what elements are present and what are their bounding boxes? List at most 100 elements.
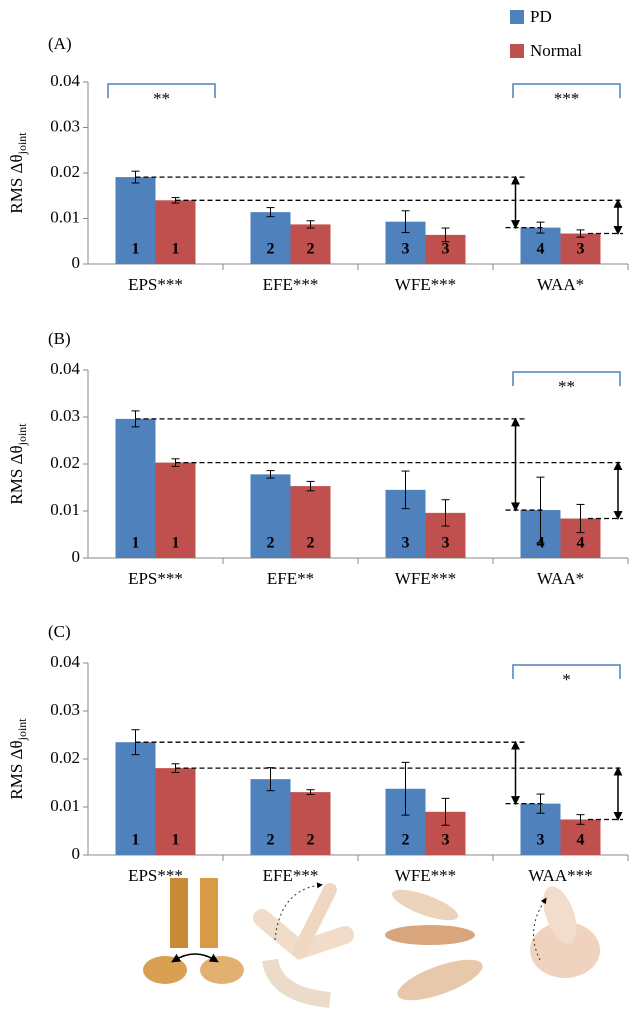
y-axis-label-sub: joint (15, 132, 29, 156)
photo-efe (253, 882, 354, 1008)
bar (290, 224, 331, 264)
rank-label: 2 (267, 832, 275, 849)
error-bar (576, 814, 585, 825)
rank-label: 3 (442, 535, 450, 552)
bar (250, 212, 291, 264)
rank-label: 2 (307, 832, 315, 849)
significance-bracket (512, 371, 621, 386)
y-tick-label: 0.02 (50, 453, 80, 472)
y-tick-label: 0.01 (50, 500, 80, 519)
rank-label: 2 (307, 241, 315, 258)
error-bar (441, 227, 450, 243)
x-tick-label: WAA* (537, 275, 584, 294)
y-axis-label-sub: joint (15, 423, 29, 447)
error-bar (401, 761, 410, 816)
rank-label: 3 (577, 241, 585, 258)
significance-bracket (107, 83, 216, 98)
y-tick-label: 0.04 (50, 359, 80, 378)
rank-label: 3 (402, 241, 410, 258)
y-axis-label-main: RMS Δθ (7, 740, 26, 799)
error-bar (576, 503, 585, 534)
x-tick-label: WFE*** (395, 275, 456, 294)
x-tick-label: WFE*** (395, 866, 456, 885)
panel-label: (B) (48, 329, 71, 348)
bar (155, 768, 196, 855)
rank-label: 1 (132, 832, 140, 849)
significance-label: * (562, 670, 571, 689)
x-tick-label: EPS*** (128, 275, 183, 294)
error-bar (441, 797, 450, 826)
y-tick-label: 0.03 (50, 116, 80, 135)
rank-label: 1 (172, 832, 180, 849)
error-bar (306, 480, 315, 492)
y-tick-label: 0.04 (50, 652, 80, 671)
rank-label: 1 (172, 241, 180, 258)
rank-label: 2 (402, 832, 410, 849)
rank-label: 4 (537, 241, 545, 258)
bar (290, 792, 331, 855)
rank-label: 2 (267, 535, 275, 552)
x-tick-label: EPS*** (128, 866, 183, 885)
rank-label: 1 (132, 535, 140, 552)
rank-label: 1 (172, 535, 180, 552)
bar (115, 177, 156, 264)
y-tick-label: 0.02 (50, 748, 80, 767)
bar (115, 742, 156, 855)
y-axis-label-sub: joint (15, 718, 29, 742)
error-bar (306, 220, 315, 229)
y-tick-label: 0.03 (50, 406, 80, 425)
significance-bracket (512, 664, 621, 679)
y-tick-label: 0.03 (50, 700, 80, 719)
significance-label: *** (554, 89, 580, 108)
x-tick-label: WAA*** (528, 866, 592, 885)
bar (560, 819, 601, 855)
y-tick-label: 0 (72, 547, 81, 566)
significance-bracket (512, 83, 621, 98)
error-bar (401, 470, 410, 510)
rank-label: 3 (402, 535, 410, 552)
rank-label: 1 (132, 241, 140, 258)
y-axis-label: RMS Δθjoint (7, 423, 29, 505)
bar (115, 418, 156, 558)
error-bar (266, 207, 275, 218)
rank-label: 4 (577, 832, 585, 849)
rank-label: 4 (537, 535, 545, 552)
y-tick-label: 0.02 (50, 162, 80, 181)
rank-label: 3 (442, 832, 450, 849)
y-tick-label: 0 (72, 844, 81, 863)
y-tick-label: 0.01 (50, 796, 80, 815)
bar (560, 233, 601, 264)
x-tick-label: WFE*** (395, 569, 456, 588)
rank-label: 3 (537, 832, 545, 849)
panel-label: (C) (48, 622, 71, 641)
x-tick-label: EFE*** (263, 866, 319, 885)
rank-label: 2 (267, 241, 275, 258)
y-axis-label-main: RMS Δθ (7, 445, 26, 504)
x-tick-label: EFE*** (263, 275, 319, 294)
bar (250, 474, 291, 558)
bar (290, 486, 331, 558)
panel-label: (A) (48, 34, 72, 53)
error-bar (401, 210, 410, 234)
y-axis-label-main: RMS Δθ (7, 154, 26, 213)
error-bar (576, 229, 585, 238)
error-bar (306, 789, 315, 796)
legend-label: PD (530, 7, 552, 26)
legend-swatch (510, 10, 524, 24)
y-tick-label: 0.04 (50, 71, 80, 90)
bar (520, 227, 561, 264)
y-tick-label: 0.01 (50, 207, 80, 226)
rank-label: 3 (442, 241, 450, 258)
x-tick-label: WAA* (537, 569, 584, 588)
photo-wfe (385, 889, 483, 1001)
bar (250, 779, 291, 855)
photo-waa (530, 886, 600, 978)
y-axis-label: RMS Δθjoint (7, 718, 29, 800)
bar (155, 200, 196, 264)
photos (143, 878, 600, 1008)
x-tick-label: EPS*** (128, 569, 183, 588)
legend-label: Normal (530, 41, 582, 60)
rank-label: 4 (577, 535, 585, 552)
significance-label: ** (558, 377, 575, 396)
